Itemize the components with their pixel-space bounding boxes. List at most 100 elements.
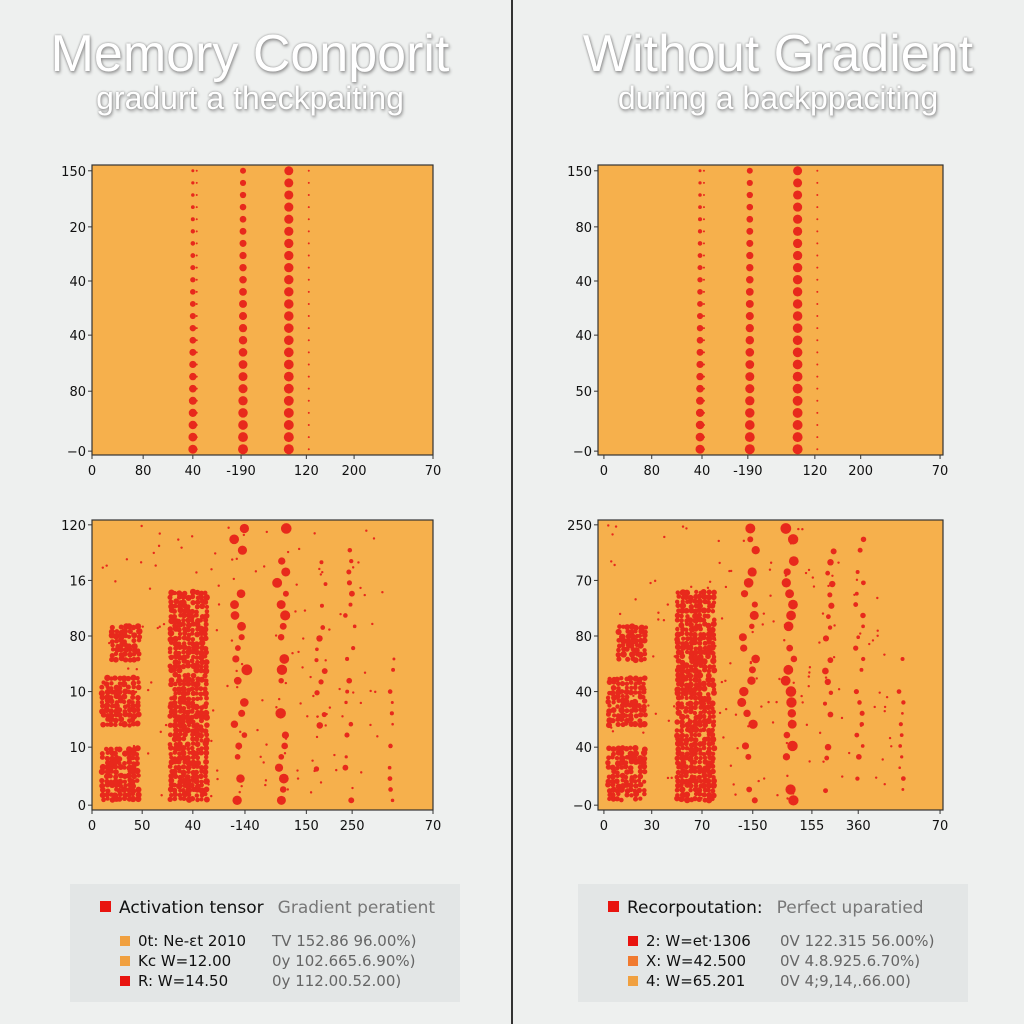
data-point — [168, 677, 175, 684]
data-point — [126, 634, 132, 639]
data-point — [189, 613, 195, 620]
data-point — [611, 730, 615, 733]
data-point — [717, 539, 720, 543]
data-point — [261, 699, 264, 702]
data-point — [832, 655, 836, 659]
data-point — [172, 756, 178, 762]
data-point — [827, 625, 833, 630]
data-point — [130, 700, 135, 705]
data-point — [709, 764, 712, 767]
data-point — [199, 738, 204, 743]
data-point — [642, 769, 648, 775]
data-point — [790, 655, 798, 663]
data-point — [167, 722, 173, 728]
data-point — [146, 752, 150, 755]
data-point — [610, 751, 616, 757]
data-point — [623, 688, 630, 696]
y-tick-label: −0 — [573, 445, 592, 460]
data-point — [728, 569, 731, 573]
data-point — [674, 654, 680, 660]
data-point — [236, 774, 245, 783]
data-point — [193, 736, 200, 742]
data-point — [369, 723, 372, 727]
data-point — [711, 589, 717, 596]
data-point — [348, 602, 353, 607]
data-point — [202, 673, 208, 679]
data-point — [811, 576, 815, 579]
data-point — [283, 371, 294, 382]
data-point — [122, 657, 129, 663]
y-tick-label: 150 — [567, 165, 592, 180]
data-point — [876, 634, 879, 637]
data-point — [275, 706, 278, 709]
data-point — [202, 769, 209, 775]
data-point — [114, 700, 120, 705]
data-point — [702, 230, 705, 233]
data-point — [307, 194, 310, 197]
data-point — [146, 688, 150, 692]
data-point — [283, 383, 294, 394]
data-point — [172, 603, 178, 609]
data-point — [696, 691, 703, 697]
data-point — [857, 547, 863, 553]
data-point — [632, 649, 636, 653]
data-point — [231, 558, 234, 561]
data-point — [792, 347, 803, 358]
data-point — [195, 339, 198, 342]
data-point — [195, 351, 198, 354]
data-point — [825, 614, 831, 620]
data-point — [746, 167, 753, 174]
data-point — [641, 755, 648, 762]
data-point — [705, 777, 712, 785]
data-point — [762, 777, 766, 780]
data-point — [190, 736, 196, 742]
data-point — [702, 755, 708, 760]
x-tick-label: 40 — [185, 464, 202, 479]
data-point — [801, 701, 804, 704]
legend-row: 4: W=65.201 0V 4;9,14,.66.00) — [628, 972, 911, 990]
data-point — [697, 217, 703, 222]
data-point — [614, 778, 620, 785]
data-point — [702, 242, 705, 245]
data-point — [675, 590, 681, 595]
data-point — [707, 664, 713, 670]
y-tick-label: 150 — [61, 165, 86, 180]
right-legend: Recorpoutation: Perfect uparatied 2: W=et… — [578, 884, 968, 1002]
data-point — [109, 703, 115, 709]
data-point — [605, 722, 613, 729]
data-point — [697, 623, 703, 629]
data-point — [706, 668, 712, 674]
data-point — [688, 604, 695, 610]
data-point — [674, 636, 680, 643]
y-tick-label: 40 — [69, 329, 86, 344]
data-point — [712, 725, 715, 729]
data-point — [284, 737, 288, 740]
data-point — [189, 708, 195, 714]
data-point — [284, 166, 294, 176]
data-point — [346, 677, 353, 684]
data-point — [359, 701, 363, 705]
data-point — [172, 686, 178, 693]
data-point — [675, 626, 680, 632]
data-point — [320, 625, 326, 630]
data-point — [162, 622, 166, 626]
data-point — [203, 670, 206, 673]
data-point — [190, 229, 195, 234]
data-point — [191, 654, 196, 660]
data-point — [325, 712, 328, 716]
data-point — [688, 767, 695, 774]
data-point — [135, 707, 141, 713]
data-point — [683, 589, 691, 597]
data-point — [729, 662, 732, 665]
data-point — [792, 238, 803, 249]
data-point — [363, 671, 367, 674]
data-point — [203, 796, 210, 803]
data-point — [683, 607, 690, 614]
data-point — [171, 608, 177, 614]
data-point — [792, 681, 795, 684]
data-point — [792, 395, 803, 406]
y-tick-label: 120 — [61, 519, 86, 534]
data-point — [724, 707, 728, 711]
data-point — [134, 752, 140, 757]
